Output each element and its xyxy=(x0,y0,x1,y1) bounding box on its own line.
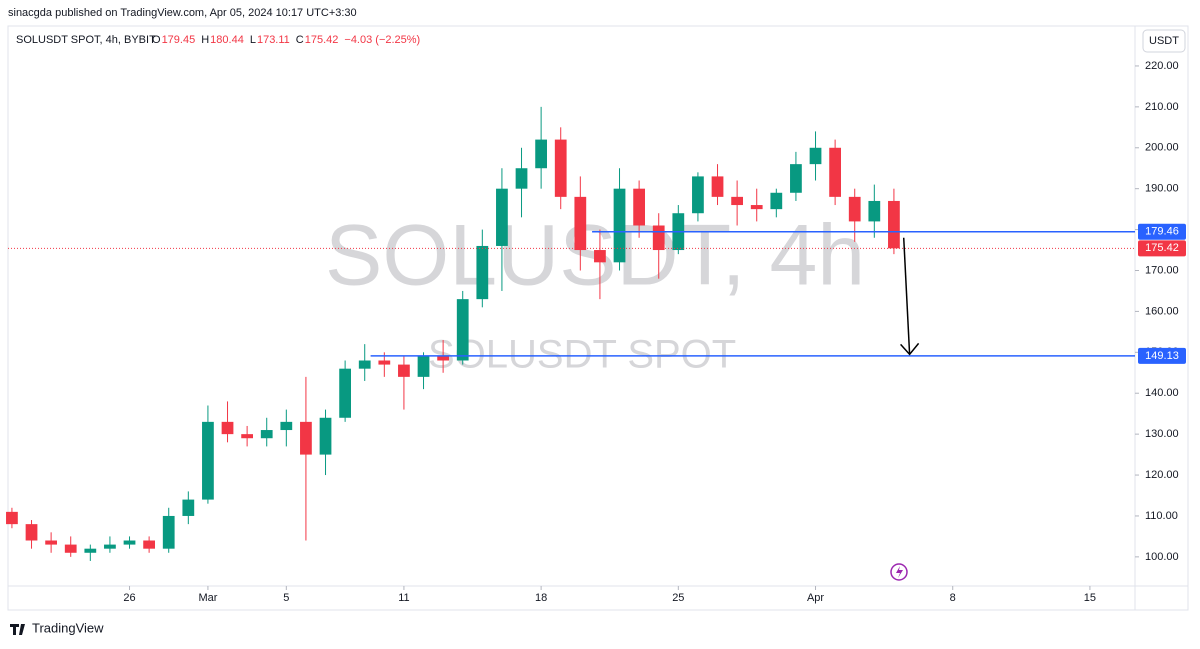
level-price-box xyxy=(1138,347,1186,364)
candle-body xyxy=(535,139,547,169)
legend-value: 173.11 xyxy=(257,34,290,46)
y-tick-label: 190.00 xyxy=(1145,183,1179,195)
candle-body xyxy=(6,511,18,525)
x-tick-label: 15 xyxy=(1084,592,1096,604)
candle-body xyxy=(84,548,97,553)
candle-body xyxy=(143,540,155,549)
candle-body xyxy=(868,200,881,222)
candle-body xyxy=(319,417,332,455)
candle-body xyxy=(770,192,783,210)
level-price-label: 179.46 xyxy=(1145,226,1179,238)
candle-body xyxy=(711,176,724,197)
candle-body xyxy=(750,205,763,210)
candle-body xyxy=(496,188,508,246)
candle-body xyxy=(182,499,195,516)
y-tick-label: 110.00 xyxy=(1145,510,1178,522)
brand-name: TradingView xyxy=(32,620,104,635)
symbol-title: SOLUSDT SPOT, 4h, BYBIT xyxy=(16,34,156,46)
level-price-label: 149.13 xyxy=(1145,350,1179,362)
candle-body xyxy=(515,168,528,189)
candle-body xyxy=(162,515,175,549)
arrow-shaft xyxy=(902,237,911,355)
legend-key: O xyxy=(152,34,161,46)
y-tick-label: 130.00 xyxy=(1145,428,1179,440)
candle-body xyxy=(437,356,449,361)
currency-label[interactable]: USDT xyxy=(1149,35,1179,47)
candle-body xyxy=(574,196,587,251)
legend-value: −4.03 (−2.25%) xyxy=(344,34,420,46)
candle-body xyxy=(613,188,626,263)
candle-body xyxy=(221,421,234,435)
legend-key: L xyxy=(250,34,256,46)
candle-body xyxy=(809,147,822,165)
level-price-box xyxy=(1138,223,1186,240)
event-icon[interactable] xyxy=(890,563,908,581)
legend-key: C xyxy=(296,34,304,46)
candle-body xyxy=(692,176,704,214)
legend-value: 180.44 xyxy=(210,34,244,46)
x-tick-label: 26 xyxy=(123,592,135,604)
candle-body xyxy=(378,360,391,365)
currency-box[interactable] xyxy=(1142,29,1186,53)
y-tick-label: 100.00 xyxy=(1145,551,1179,563)
candle-body xyxy=(339,368,351,418)
panel-border xyxy=(7,25,1189,611)
y-tick-label: 200.00 xyxy=(1145,142,1179,154)
x-tick-label: Apr xyxy=(807,592,824,604)
x-tick-label: 5 xyxy=(283,592,289,604)
candle-body xyxy=(300,421,312,455)
plot xyxy=(6,106,900,561)
candle-body xyxy=(104,544,116,549)
candle-body xyxy=(652,225,665,251)
candle-body xyxy=(25,524,38,541)
candle-body xyxy=(731,196,743,206)
y-tick-label: 160.00 xyxy=(1145,305,1179,317)
candle-body xyxy=(456,299,469,361)
legend-value: 175.42 xyxy=(305,34,339,46)
x-tick-label: 11 xyxy=(398,592,409,604)
candle-body xyxy=(594,250,606,263)
y-tick-label: 120.00 xyxy=(1145,469,1179,481)
y-tick-label: 140.00 xyxy=(1145,387,1179,399)
x-tick-label: Mar xyxy=(198,592,217,604)
candle-body xyxy=(554,139,567,197)
x-tick-label: 8 xyxy=(950,592,956,604)
x-tick-label: 18 xyxy=(535,592,547,604)
candle-body xyxy=(790,164,802,193)
candle-body xyxy=(417,356,430,377)
candle-body xyxy=(64,544,77,553)
brand-logo xyxy=(10,624,25,635)
y-tick-label: 210.00 xyxy=(1145,101,1179,113)
candle-body xyxy=(848,196,861,222)
candle-body xyxy=(241,434,253,439)
publisher-line: sinacgda published on TradingView.com, A… xyxy=(8,7,357,19)
watermark-sub: SOLUSDT SPOT xyxy=(428,333,736,377)
candle-body xyxy=(633,188,645,226)
x-tick-label: 25 xyxy=(672,592,684,604)
candle-body xyxy=(358,360,371,369)
arrow-head xyxy=(900,342,920,356)
candle-body xyxy=(398,364,410,377)
candle-body xyxy=(202,421,214,500)
candle-body xyxy=(829,147,841,197)
candle-body xyxy=(280,421,293,431)
event-bolt xyxy=(896,566,903,578)
candle-body xyxy=(888,200,900,249)
legend-key: H xyxy=(201,34,209,46)
candle-body xyxy=(45,540,57,545)
y-tick-label: 220.00 xyxy=(1145,60,1179,72)
candle-body xyxy=(260,430,273,439)
ohlc-legend: O 179.45 H 180.44 L 173.11 C 175.42 −4.03 (−2.25… xyxy=(152,34,420,46)
candle-body xyxy=(123,540,136,545)
last-price-box xyxy=(1138,240,1186,257)
y-tick-label: 170.00 xyxy=(1145,264,1179,276)
legend-value: 179.45 xyxy=(162,34,196,46)
last-price-label: 175.42 xyxy=(1145,242,1179,254)
candle-body xyxy=(476,245,489,300)
